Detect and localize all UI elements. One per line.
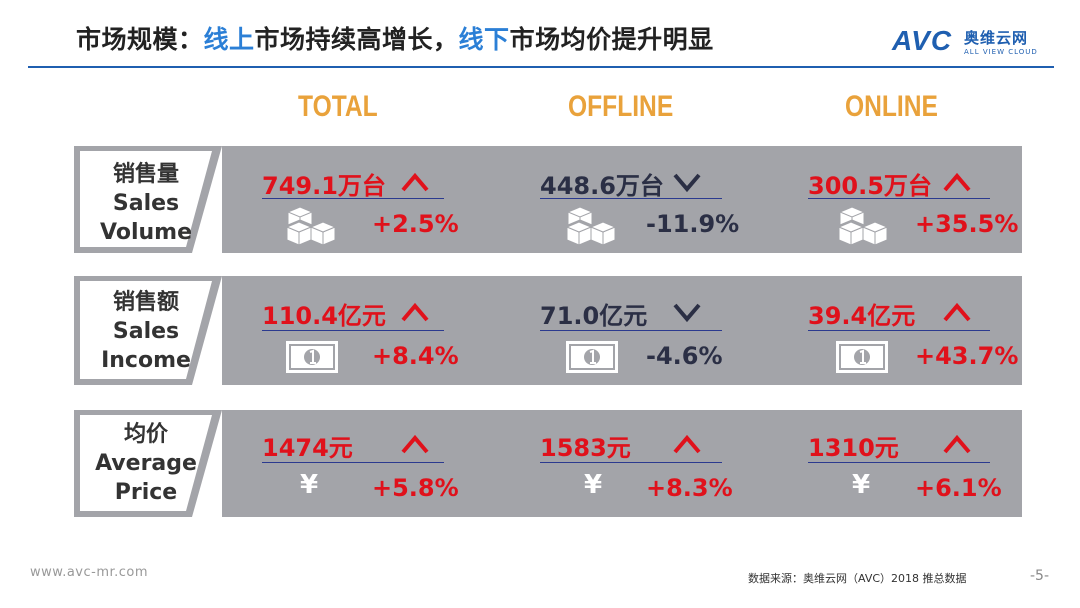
title-part: 市场持续高增长， — [254, 25, 459, 54]
up-arrow-icon — [401, 434, 429, 454]
cell-underline — [808, 330, 990, 331]
logo-brand: AVC — [892, 25, 953, 56]
yen-icon: ¥ — [852, 470, 871, 500]
cell-change-total-volume: +2.5% — [372, 210, 459, 238]
cell-value-total-income: 110.4亿元 — [262, 302, 386, 330]
row-label-cn: 均价 — [123, 422, 168, 447]
boxes-icon — [285, 206, 337, 246]
cell-change-online-price: +6.1% — [915, 474, 1002, 502]
row-label-en: Price — [114, 480, 178, 505]
down-arrow-icon — [673, 173, 701, 193]
column-heading-offline: OFFLINE — [568, 90, 674, 123]
up-arrow-icon — [943, 434, 971, 454]
title-divider — [28, 66, 1054, 68]
page-title: 市场规模：线上市场持续高增长，线下市场均价提升明显 — [76, 20, 714, 56]
banknote-icon — [836, 341, 888, 373]
cell-value-offline-volume: 448.6万台 — [540, 172, 664, 200]
yen-icon: ¥ — [300, 470, 319, 500]
cell-underline — [262, 198, 444, 199]
row-label-frame — [74, 410, 222, 517]
cell-value-offline-income: 71.0亿元 — [540, 302, 648, 330]
cell-change-total-income: +8.4% — [372, 342, 459, 370]
title-highlight-offline: 线下 — [458, 25, 510, 54]
banknote-icon — [566, 341, 618, 373]
row-label-en: Sales — [112, 191, 180, 216]
cell-value-online-volume: 300.5万台 — [808, 172, 932, 200]
up-arrow-icon — [401, 302, 429, 322]
row-label-price: 均价 Average Price — [78, 420, 214, 507]
cell-change-online-volume: +35.5% — [915, 210, 1019, 238]
row-label-cn: 销售量 — [112, 162, 179, 187]
row-label-frame — [74, 276, 222, 385]
up-arrow-icon — [673, 434, 701, 454]
cell-underline — [540, 462, 722, 463]
row-label-en: Volume — [100, 220, 192, 245]
cell-underline — [262, 330, 444, 331]
cell-value-online-income: 39.4亿元 — [808, 302, 916, 330]
cell-underline — [540, 330, 722, 331]
page-number: -5- — [1030, 568, 1050, 584]
up-arrow-icon — [943, 172, 971, 192]
title-part: 市场均价提升明显 — [509, 25, 714, 54]
row-label-volume: 销售量 Sales Volume — [78, 160, 214, 247]
boxes-icon — [837, 206, 889, 246]
row-band-price — [222, 410, 1022, 517]
logo-cn: 奥维云网 — [964, 29, 1029, 47]
row-label-en: Sales — [112, 319, 180, 344]
cell-value-total-volume: 749.1万台 — [262, 172, 386, 200]
yen-icon: ¥ — [584, 470, 603, 500]
title-highlight-online: 线上 — [203, 25, 255, 54]
cell-change-offline-price: +8.3% — [646, 474, 733, 502]
logo-en: ALL VIEW CLOUD — [964, 48, 1038, 56]
cell-underline — [808, 462, 990, 463]
cell-underline — [808, 198, 990, 199]
cell-change-total-price: +5.8% — [372, 474, 459, 502]
cell-value-total-price: 1474元 — [262, 434, 353, 462]
row-label-income: 销售额 Sales Income — [78, 288, 214, 375]
footer-source: 数据来源：奥维云网（AVC）2018 推总数据 — [748, 572, 967, 585]
brand-logo: AVC 奥维云网 ALL VIEW CLOUD — [892, 22, 1056, 62]
column-heading-total: TOTAL — [298, 90, 378, 123]
up-arrow-icon — [401, 172, 429, 192]
boxes-icon — [565, 206, 617, 246]
row-label-en: Average — [95, 451, 197, 476]
title-part: 市场规模： — [76, 25, 204, 54]
cell-change-offline-volume: -11.9% — [646, 210, 740, 238]
row-label-en: Income — [101, 348, 191, 373]
cell-change-online-income: +43.7% — [915, 342, 1019, 370]
banknote-icon — [286, 341, 338, 373]
row-label-cn: 销售额 — [112, 290, 179, 315]
cell-value-offline-price: 1583元 — [540, 434, 631, 462]
row-label-frame — [74, 146, 222, 253]
down-arrow-icon — [673, 303, 701, 323]
cell-change-offline-income: -4.6% — [646, 342, 723, 370]
footer-website: www.avc-mr.com — [30, 565, 149, 580]
column-heading-online: ONLINE — [845, 90, 938, 123]
cell-value-online-price: 1310元 — [808, 434, 899, 462]
cell-underline — [540, 198, 722, 199]
cell-underline — [262, 462, 444, 463]
row-band-volume — [222, 146, 1022, 253]
up-arrow-icon — [943, 302, 971, 322]
